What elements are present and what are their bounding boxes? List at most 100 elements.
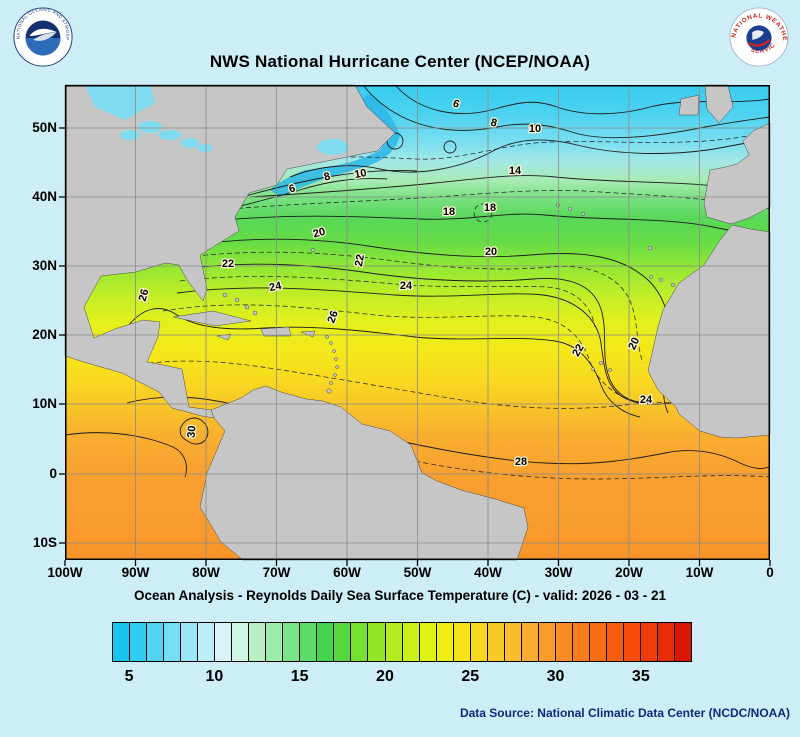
nws-logo: NATIONAL WEATHER SERVICE (728, 6, 789, 67)
islands-bahamas (222, 292, 258, 316)
island-madeira (647, 245, 653, 251)
colorbar (112, 622, 692, 662)
colorbar-cell (640, 623, 658, 661)
y-axis-label: 10S (32, 535, 57, 550)
colorbar-tick-label: 10 (205, 668, 224, 685)
colorbar-cell (589, 623, 607, 661)
page-title: NWS National Hurricane Center (NCEP/NOAA… (209, 52, 591, 71)
x-axis-label: 0 (766, 565, 774, 580)
x-axis-label: 10W (685, 565, 714, 580)
map-area: 6 8 10 6 8 10 14 18 18 20 20 22 22 24 24 26 26 20 22 24 28 30… (32, 84, 774, 580)
colorbar-cell (300, 623, 318, 661)
contour-label: 10 (529, 123, 541, 135)
contour-label: 22 (222, 258, 234, 270)
x-axis-label: 30W (544, 565, 573, 580)
contour-label: 28 (515, 456, 527, 468)
great-lake (138, 121, 162, 133)
colorbar-tick-label: 30 (546, 668, 565, 685)
land-ireland (678, 94, 700, 116)
noaa-gull-icon (29, 28, 57, 37)
island-bermuda (311, 248, 315, 252)
colorbar-cell (504, 623, 522, 661)
footer-datasource: Data Source: National Climatic Data Cent… (459, 706, 790, 720)
colorbar-cell (402, 623, 420, 661)
gulf-of-st-lawrence (317, 139, 349, 155)
contour-label: 26 (325, 309, 340, 325)
nws-front-icon (747, 39, 771, 47)
map-frame (65, 85, 770, 560)
colorbar-cell (130, 623, 148, 661)
x-axis-label: 70W (262, 565, 291, 580)
island-puerto-rico (300, 330, 316, 338)
great-lake (120, 130, 140, 140)
colorbar-tick-label: 5 (124, 668, 134, 685)
x-axis-label: 90W (121, 565, 150, 580)
contour-label: 18 (443, 206, 455, 218)
colorbar-cell (181, 623, 199, 661)
contour-label: 10 (353, 167, 367, 181)
colorbar-cell (436, 623, 454, 661)
colorbar-cell (487, 623, 505, 661)
y-axis-label: 30N (32, 258, 57, 273)
colorbar-cell (623, 623, 641, 661)
great-lake (158, 130, 182, 140)
colorbar-cell (385, 623, 403, 661)
contour-label: 6 (288, 183, 297, 196)
colorbar-cell (351, 623, 369, 661)
x-axis-label: 50W (403, 565, 432, 580)
y-axis-label: 40N (32, 189, 57, 204)
noaa-emblem-sea (25, 37, 61, 56)
contour-label: 26 (137, 288, 152, 303)
islands-lesser-antilles (325, 335, 339, 394)
x-axis-label: 20W (615, 565, 643, 580)
contour-label: 24 (640, 394, 653, 406)
y-axis-label: 50N (32, 120, 57, 135)
colorbar-ticks: 5 10 15 20 25 30 35 (112, 668, 692, 690)
contour-label: 8 (489, 117, 498, 130)
colorbar-cell (232, 623, 250, 661)
x-axis-label: 60W (333, 565, 361, 580)
colorbar-cell (215, 623, 233, 661)
colorbar-cell (317, 623, 335, 661)
nws-landmass-icon (752, 30, 764, 40)
colorbar-cell (164, 623, 182, 661)
colorbar-cell (368, 623, 386, 661)
colorbar-cell (113, 623, 131, 661)
land-africa (647, 224, 771, 439)
y-axis-label: 20N (32, 327, 57, 342)
colorbar-cell (675, 623, 692, 661)
island-hispaniola (260, 326, 292, 337)
colorbar-cell (249, 623, 267, 661)
nws-globe-icon (746, 25, 772, 51)
y-axis-label: 0 (49, 466, 57, 481)
colorbar-cell (266, 623, 284, 661)
contour-label: 22 (353, 253, 367, 267)
x-axis-label: 80W (192, 565, 220, 580)
inland-water (85, 85, 349, 155)
islands-canary (649, 275, 676, 288)
colorbar-cell (283, 623, 301, 661)
subtitle: Ocean Analysis - Reynolds Daily Sea Surf… (134, 588, 666, 603)
colorbar-cell (658, 623, 676, 661)
noaa-gull-wing-icon (33, 32, 57, 41)
contour-label: 30 (186, 425, 199, 438)
colorbar-cell (538, 623, 556, 661)
colorbar-cell (606, 623, 624, 661)
island-cuba (172, 310, 252, 327)
colorbar-cell (572, 623, 590, 661)
contour-label: 14 (509, 165, 522, 177)
great-lake (181, 138, 199, 148)
colorbar-tick-label: 35 (631, 668, 650, 685)
colorbar-cell (453, 623, 471, 661)
contour-label: 24 (400, 280, 413, 292)
noaa-logo: NATIONAL OCEANIC AND ATMOSPHERIC ADMINIS… (12, 6, 73, 67)
x-axis-label: 40W (474, 565, 502, 580)
land-south-america (199, 385, 529, 561)
contour-label: 24 (268, 280, 283, 294)
colorbar-cell (334, 623, 352, 661)
contour-label: 8 (323, 171, 332, 184)
land-europe (703, 122, 771, 225)
islands-cape-verde (591, 360, 612, 372)
